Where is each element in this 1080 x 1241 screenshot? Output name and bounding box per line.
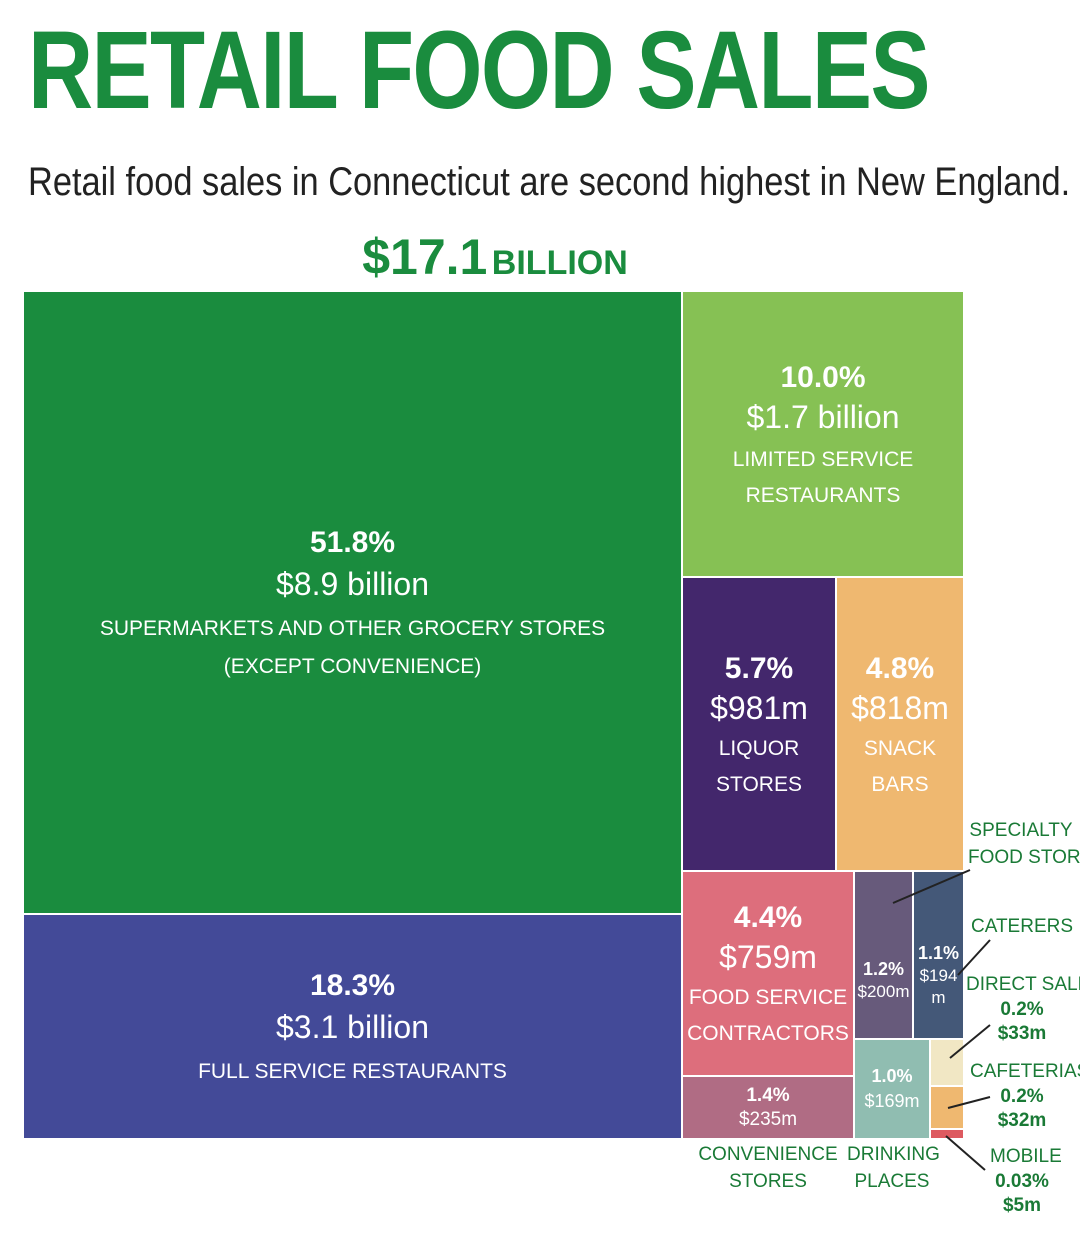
leader-line-specialty [892,869,971,904]
tile-pct: 1.1% [917,942,960,963]
label-specialty: SPECIALTY FOOD STORES [968,818,1080,871]
label-pct: 0.2% [1000,1085,1044,1107]
tile-convenience: 1.4% $235m [683,1077,853,1138]
label-drinking: DRINKING PLACES [847,1142,940,1195]
label-pct: 0.03% [995,1170,1049,1192]
tile-value: $200m [857,981,910,1001]
label-value: $5m [1002,1195,1042,1217]
tile-category: FULL SERVICE RESTAURANTS [198,1060,507,1083]
tile-category-note: (EXCEPT CONVENIENCE) [223,655,482,678]
tile-pct: 1.4% [746,1084,790,1106]
tile-value: $759m [719,939,817,975]
tile-value: $1.7 billion [746,398,900,435]
label-line: CATERERS [970,916,1074,937]
tile-value: $818m [851,689,949,726]
tile-category: FOOD SERVICE [688,986,848,1009]
total-unit: BILLION [491,244,628,282]
tile-cafeterias [931,1087,963,1128]
leader-line-mobile [945,1135,986,1171]
label-line: DRINKING [847,1144,940,1165]
label-line: CONVENIENCE [698,1144,838,1165]
leader-line-direct-sales [949,1024,991,1059]
page-title: RETAIL FOOD SALES [28,9,931,132]
label-line: DIRECT SALES [966,974,1080,995]
total-label: $17.1 BILLION [0,228,990,286]
tile-value: $981m [710,689,808,726]
tile-category-2: CONTRACTORS [687,1022,849,1045]
label-convenience: CONVENIENCE STORES [683,1142,853,1195]
label-caterers: CATERERS [968,914,1076,941]
tile-category-2: RESTAURANTS [745,483,901,507]
tile-value: $235m [738,1108,798,1130]
label-mobile: MOBILE 0.03% $5m [990,1145,1062,1219]
tile-limited-service: 10.0% $1.7 billion LIMITED SERVICE RESTA… [683,292,963,576]
total-amount: $17.1 [362,229,488,285]
tile-liquor: 5.7% $981m LIQUOR STORES [683,578,835,870]
label-pct: 0.2% [1000,998,1044,1020]
tile-pct: 4.4% [733,901,803,934]
leader-line-cafeterias [947,1096,991,1109]
label-line-2: STORES [729,1170,807,1192]
tile-value: $8.9 billion [276,566,429,602]
tile-food-service-contractors: 4.4% $759m FOOD SERVICE CONTRACTORS [683,872,853,1075]
tile-category: SUPERMARKETS AND OTHER GROCERY STORES [99,617,606,640]
leader-line-caterers [957,939,991,976]
label-direct-sales: DIRECT SALES 0.2% $33m [966,973,1080,1047]
tile-mobile [931,1130,963,1138]
tile-category: LIQUOR [718,736,800,760]
tile-category: LIMITED SERVICE [732,447,914,471]
label-line: SPECIALTY [969,820,1073,841]
label-value: $33m [997,1023,1047,1045]
tile-pct: 1.2% [862,958,905,979]
tile-category-2: BARS [871,772,929,796]
tile-direct-sales [931,1040,963,1085]
tile-value: $169m [864,1091,920,1111]
tile-drinking: 1.0% $169m [855,1040,929,1138]
tile-value: $3.1 billion [276,1009,429,1045]
tile-supermarkets: 51.8% $8.9 billion SUPERMARKETS AND OTHE… [24,292,681,913]
tile-snack-bars: 4.8% $818m SNACK BARS [837,578,963,870]
label-line: CAFETERIAS [970,1061,1080,1082]
tile-pct: 10.0% [780,360,866,394]
page-subtitle: Retail food sales in Connecticut are sec… [28,160,1071,204]
label-value: $32m [997,1110,1047,1132]
tile-value-unit: m [931,987,946,1007]
label-cafeterias: CAFETERIAS 0.2% $32m [970,1060,1080,1134]
tile-pct: 4.8% [865,651,935,685]
tile-category-2: STORES [716,772,802,796]
tile-full-service: 18.3% $3.1 billion FULL SERVICE RESTAURA… [24,915,681,1138]
tile-category: SNACK [863,736,937,760]
tile-pct: 5.7% [724,651,794,685]
tile-pct: 51.8% [309,526,396,559]
tile-pct: 18.3% [309,969,396,1002]
label-line-2: FOOD STORES [968,846,1080,868]
tile-value: $194 [919,965,958,985]
label-line: MOBILE [990,1146,1062,1167]
tile-caterers: 1.1% $194 m [914,872,963,1038]
label-line-2: PLACES [854,1170,930,1192]
tile-pct: 1.0% [871,1066,913,1086]
